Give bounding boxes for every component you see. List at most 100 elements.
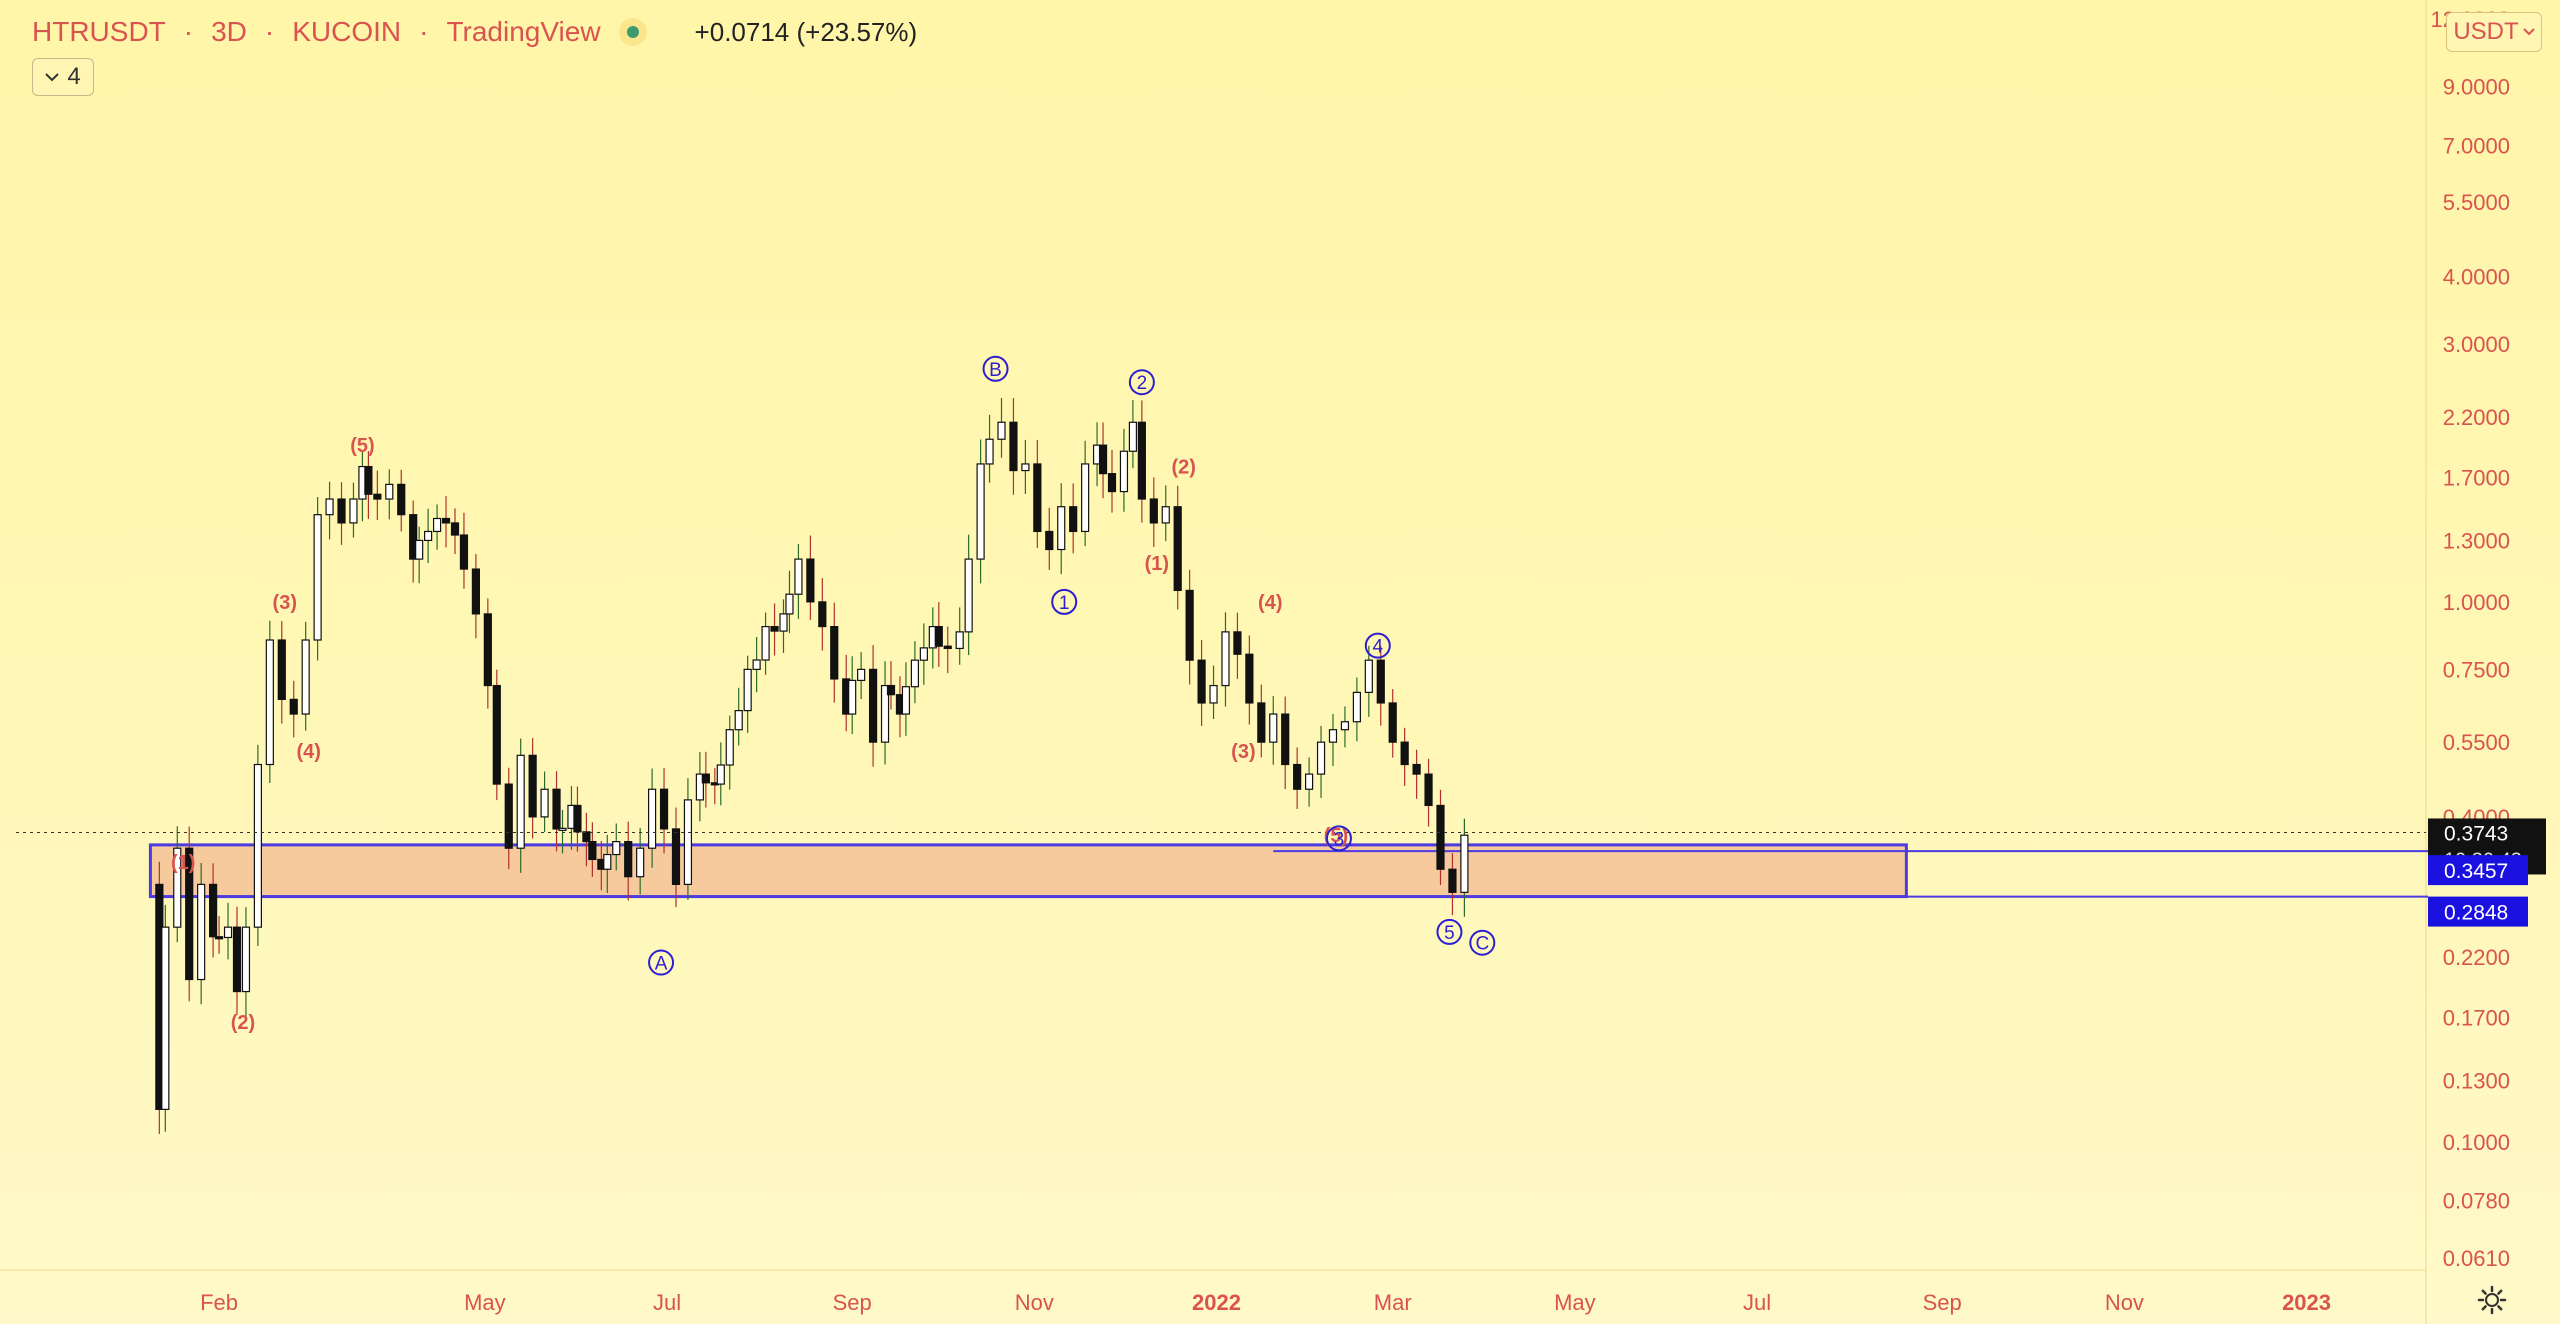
chevron-down-icon bbox=[45, 73, 60, 82]
x-tick-label: Nov bbox=[2105, 1290, 2144, 1315]
candle bbox=[1197, 659, 1206, 704]
y-tick-label: 1.3000 bbox=[2443, 528, 2510, 553]
wave-label: (2) bbox=[1171, 457, 1195, 479]
candle bbox=[277, 639, 286, 700]
candle bbox=[785, 593, 794, 615]
candle bbox=[695, 773, 704, 801]
candle bbox=[1257, 702, 1266, 743]
candle bbox=[528, 754, 537, 818]
candle bbox=[1340, 721, 1350, 731]
y-tick-label: 0.5500 bbox=[2443, 730, 2510, 755]
candle bbox=[265, 639, 274, 766]
wave-label: (5) bbox=[350, 435, 374, 457]
wave-label-circle bbox=[982, 355, 1009, 382]
indicator-legend-toggle[interactable]: 4 bbox=[32, 58, 94, 96]
candles bbox=[155, 398, 1469, 1134]
candle bbox=[573, 804, 582, 833]
candle bbox=[1098, 444, 1108, 475]
candle bbox=[1352, 691, 1361, 723]
candle bbox=[1185, 589, 1194, 661]
candle bbox=[725, 729, 734, 766]
x-tick-label: Feb bbox=[200, 1290, 238, 1315]
y-tick-label: 2.2000 bbox=[2443, 405, 2510, 430]
exchange-label: KUCOIN bbox=[292, 16, 402, 47]
separator: · bbox=[264, 16, 275, 47]
candle bbox=[471, 568, 481, 615]
candle bbox=[1137, 421, 1146, 500]
candle bbox=[1209, 684, 1218, 704]
candle bbox=[1161, 506, 1170, 524]
candle bbox=[552, 788, 561, 830]
candle bbox=[1293, 763, 1302, 790]
candle bbox=[624, 841, 633, 878]
candle bbox=[253, 763, 262, 928]
candle bbox=[1316, 741, 1326, 775]
candle bbox=[1388, 702, 1397, 743]
candle bbox=[364, 465, 373, 495]
candle bbox=[848, 679, 857, 715]
candle bbox=[701, 773, 710, 784]
y-tick-label: 0.1700 bbox=[2443, 1006, 2510, 1031]
separator: · bbox=[183, 16, 194, 47]
symbol-label[interactable]: HTRUSDT bbox=[32, 16, 166, 47]
wave-label: C bbox=[1475, 934, 1489, 955]
candle bbox=[432, 517, 442, 533]
candle bbox=[976, 463, 985, 560]
candle bbox=[504, 783, 513, 849]
currency-selector[interactable]: USDT bbox=[2446, 12, 2542, 52]
candle bbox=[1412, 763, 1421, 775]
wave-label: (1) bbox=[171, 852, 195, 874]
candle bbox=[483, 613, 492, 687]
candle bbox=[1107, 473, 1117, 493]
candle bbox=[671, 828, 681, 885]
candle bbox=[349, 498, 358, 524]
candle bbox=[1221, 631, 1230, 687]
wave-label-circle bbox=[1436, 918, 1463, 945]
wave-label: B bbox=[989, 360, 1002, 381]
candle bbox=[1149, 498, 1158, 524]
gear-icon[interactable] bbox=[2476, 1284, 2508, 1316]
candle bbox=[1400, 741, 1409, 766]
candle bbox=[1045, 530, 1054, 551]
level-price-value: 0.3457 bbox=[2444, 860, 2508, 883]
candle bbox=[397, 483, 406, 516]
candle bbox=[997, 421, 1006, 440]
x-tick-label: Jul bbox=[653, 1290, 681, 1315]
wave-label: (2) bbox=[231, 1012, 255, 1034]
candle bbox=[209, 883, 218, 938]
wave-label-circle bbox=[1051, 588, 1078, 615]
candle bbox=[516, 754, 525, 849]
candle bbox=[588, 841, 597, 861]
y-tick-label: 5.5000 bbox=[2443, 190, 2510, 215]
wave-label: (3) bbox=[1231, 741, 1255, 763]
wave-label-circle bbox=[1325, 825, 1352, 852]
candle bbox=[1281, 713, 1290, 766]
wave-label: 4 bbox=[1372, 637, 1383, 658]
candle bbox=[880, 684, 890, 743]
market-status-icon[interactable] bbox=[618, 18, 647, 46]
candle bbox=[325, 498, 334, 516]
candle bbox=[232, 926, 242, 993]
candle bbox=[214, 936, 224, 940]
candle bbox=[1245, 653, 1254, 704]
candle bbox=[1328, 729, 1338, 743]
candle bbox=[223, 926, 233, 939]
candle bbox=[901, 686, 911, 715]
candle bbox=[752, 659, 761, 670]
source-label: TradingView bbox=[446, 16, 601, 47]
y-tick-label: 9.0000 bbox=[2443, 74, 2510, 99]
candle bbox=[919, 647, 928, 661]
currency-label: USDT bbox=[2453, 18, 2519, 45]
interval-label[interactable]: 3D bbox=[211, 16, 247, 47]
candle bbox=[450, 522, 460, 536]
candle bbox=[647, 788, 657, 849]
candle bbox=[1424, 773, 1433, 807]
y-tick-label: 1.7000 bbox=[2443, 465, 2510, 490]
candle bbox=[1081, 463, 1090, 533]
y-tick-label: 3.0000 bbox=[2443, 332, 2510, 357]
separator: · bbox=[419, 16, 429, 47]
x-tick-label: Mar bbox=[1374, 1290, 1412, 1315]
candle bbox=[1119, 450, 1129, 493]
x-tick-label: Nov bbox=[1015, 1290, 1054, 1315]
